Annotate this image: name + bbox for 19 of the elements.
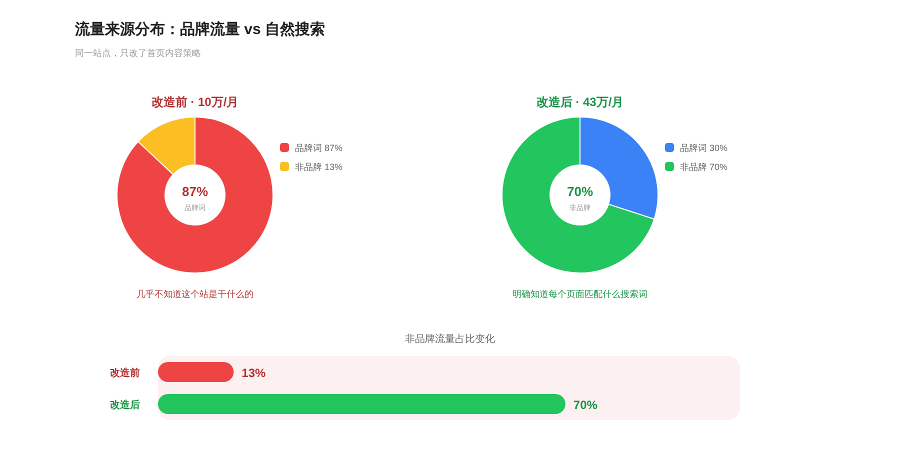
legend-label: 品牌词 30% [680, 143, 728, 153]
data-label: 87% [182, 184, 208, 199]
category-label: 非品牌 70% [680, 162, 728, 172]
donut-slice [116, 116, 274, 274]
legend-label: 非品牌 13% [295, 162, 343, 172]
chart-title: 非品牌流量占比变化 [405, 333, 495, 345]
text: 明确知道每个页面匹配什么搜索词 [512, 289, 648, 299]
y-tick-label: 改造后 [110, 399, 140, 411]
category-label: 品牌词 87% [295, 143, 343, 153]
data-label: 70% [566, 184, 594, 199]
chart-title: 改造后 · 43万/月 [536, 95, 624, 109]
chart-title: 改造前 · 10万/月 [151, 95, 239, 109]
text: 同一站点，只改了首页内容策略 [75, 48, 201, 58]
data-label: 70% [573, 398, 598, 412]
donut-slice [502, 116, 655, 274]
data-label: 13% [242, 366, 266, 380]
text: 几乎不知道这个站是干什么的 [136, 289, 254, 299]
y-tick-label: 改造前 [110, 367, 140, 379]
text: 流量来源分布：品牌流量 vs 自然搜索 [74, 20, 326, 38]
